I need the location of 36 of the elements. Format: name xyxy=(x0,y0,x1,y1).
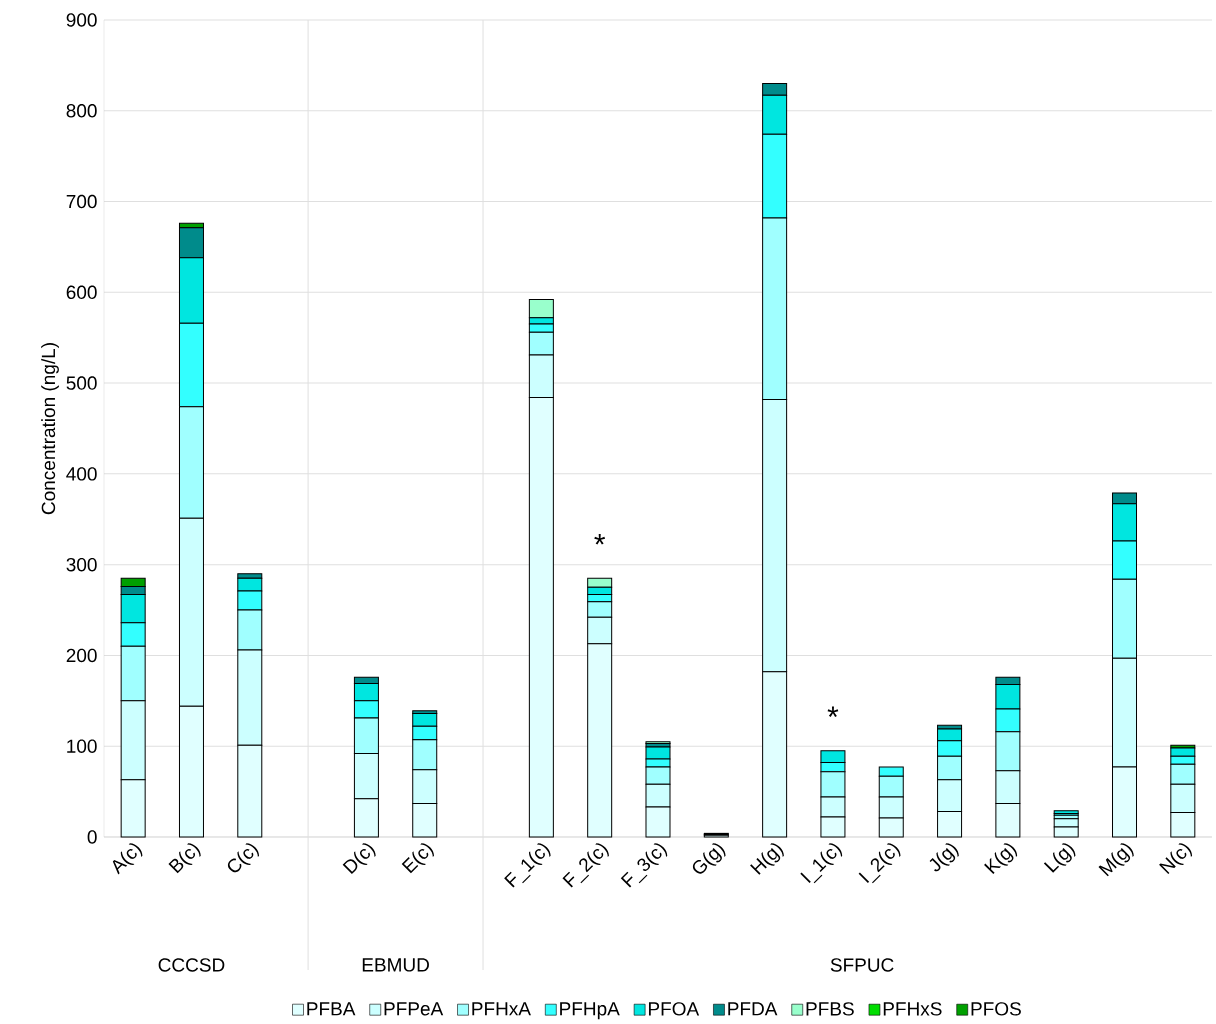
legend-label: PFOA xyxy=(648,1002,700,1016)
text: CCCSD xyxy=(158,958,225,972)
y-tick-label: 600 xyxy=(66,285,97,300)
y-tick-label: 900 xyxy=(66,13,97,27)
y-tick-label: 200 xyxy=(66,648,97,663)
x-tick-label: B(c) xyxy=(168,843,201,874)
legend-label: PFOS xyxy=(971,1002,1021,1016)
x-tick-label: D(c) xyxy=(342,843,376,875)
x-tick-label: H(g) xyxy=(750,843,784,875)
annotation: * xyxy=(594,533,606,545)
x-tick-label: K(g) xyxy=(984,843,1018,875)
text: EBMUD xyxy=(362,958,429,972)
y-tick-label: 300 xyxy=(66,557,97,572)
legend-label: PFHxA xyxy=(472,1002,531,1016)
text: SFPUC xyxy=(830,958,894,972)
y-tick-label: 700 xyxy=(66,194,97,209)
x-tick-label: A(c) xyxy=(112,843,143,875)
x-tick-label: C(c) xyxy=(227,843,260,873)
x-tick-label: J(g) xyxy=(929,843,959,872)
legend-label: PFBS xyxy=(806,1002,854,1016)
y-tick-label: 0 xyxy=(87,830,97,844)
x-tick-label: E(c) xyxy=(401,843,434,874)
y-tick-label: 800 xyxy=(66,104,97,118)
legend-label: PFHpA xyxy=(560,1002,620,1020)
legend-label: PFDA xyxy=(728,1002,778,1016)
legend-label: PFPeA xyxy=(384,1002,444,1016)
legend-label: PFBA xyxy=(307,1002,356,1016)
y-axis-title: Concentration (ng/L) xyxy=(41,343,59,515)
x-tick-label: L(g) xyxy=(1043,843,1076,873)
x-tick-label: N(c) xyxy=(1159,843,1193,875)
x-tick-label: G(g) xyxy=(692,843,726,874)
y-tick-label: 100 xyxy=(67,739,97,753)
y-tick-label: 400 xyxy=(66,467,97,481)
annotation: * xyxy=(827,706,839,717)
legend-label: PFHxS xyxy=(883,1002,942,1016)
y-tick-label: 500 xyxy=(66,376,97,390)
